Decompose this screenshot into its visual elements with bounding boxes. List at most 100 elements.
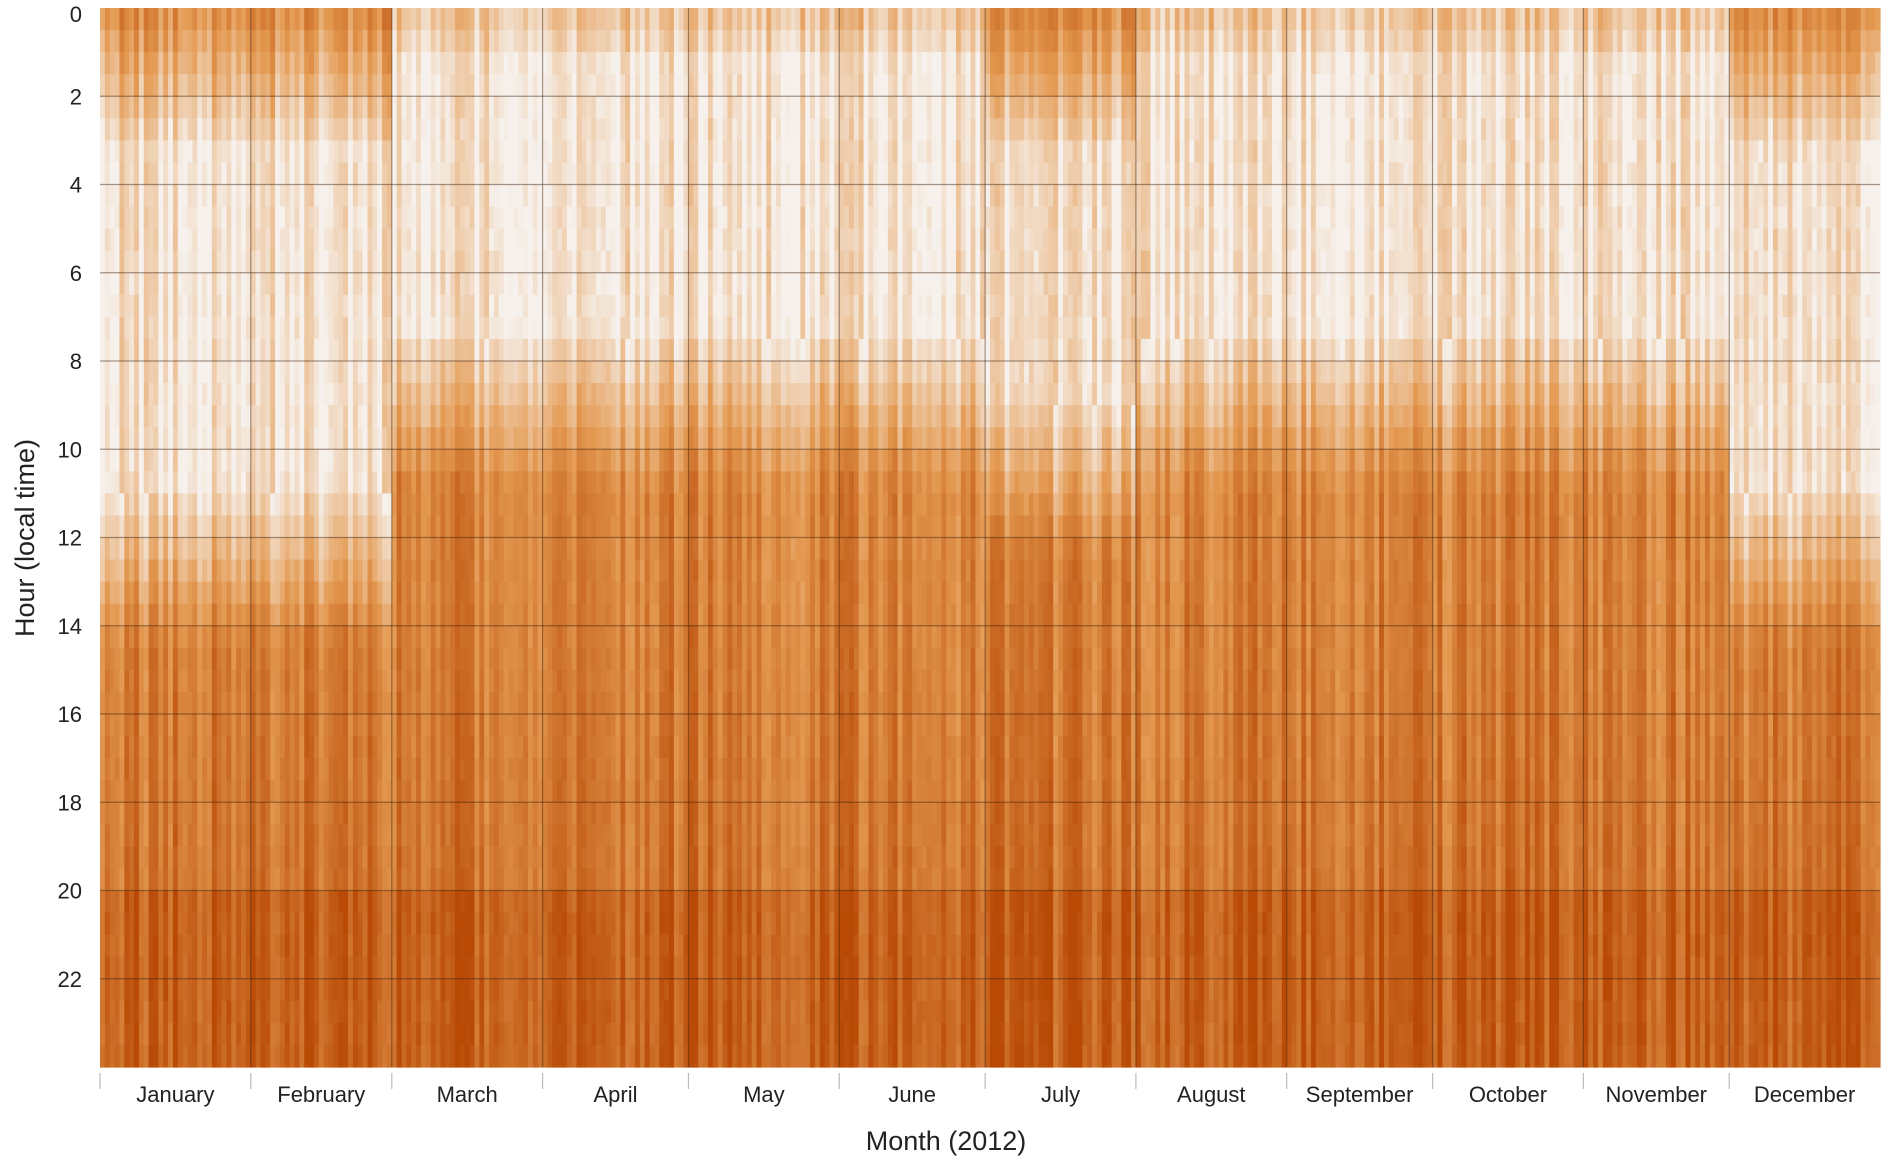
heatmap-cell xyxy=(513,691,519,715)
heatmap-cell xyxy=(221,30,228,53)
heatmap-cell xyxy=(221,1000,228,1024)
heatmap-cell xyxy=(221,912,228,936)
heatmap-cell xyxy=(241,559,247,583)
heatmap-cell xyxy=(197,30,203,53)
heatmap-cell xyxy=(138,912,145,936)
heatmap-cell xyxy=(260,30,266,53)
heatmap-cell xyxy=(216,691,223,715)
heatmap-cell xyxy=(532,846,539,870)
heatmap-cell xyxy=(187,361,193,384)
heatmap-cell xyxy=(484,427,490,450)
heatmap-cell xyxy=(109,559,116,583)
heatmap-cell xyxy=(289,581,296,605)
heatmap-cell xyxy=(299,427,305,450)
heatmap-cell xyxy=(299,956,305,980)
heatmap-cell xyxy=(143,8,150,31)
heatmap-cell xyxy=(523,603,529,627)
heatmap-cell xyxy=(304,361,310,384)
heatmap-cell xyxy=(168,96,174,119)
heatmap-cell xyxy=(571,206,578,230)
heatmap-cell xyxy=(562,383,568,406)
heatmap-cell xyxy=(562,714,568,737)
heatmap-cell xyxy=(474,383,480,406)
heatmap-cell xyxy=(119,184,125,208)
heatmap-cell xyxy=(333,52,339,75)
heatmap-cell xyxy=(245,824,252,847)
heatmap-cell xyxy=(328,515,335,539)
heatmap-cell xyxy=(527,714,534,737)
heatmap-cell xyxy=(542,228,549,252)
heatmap-cell xyxy=(153,824,159,847)
heatmap-cell xyxy=(129,559,135,583)
heatmap-cell xyxy=(216,714,223,737)
heatmap-cell xyxy=(552,140,558,164)
heatmap-cell xyxy=(571,30,578,53)
heatmap-cell xyxy=(109,96,116,119)
heatmap-cell xyxy=(440,1000,446,1024)
heatmap-cell xyxy=(357,559,364,583)
heatmap-cell xyxy=(129,956,135,980)
heatmap-cell xyxy=(250,978,257,1002)
heatmap-cell xyxy=(455,1022,461,1046)
heatmap-cell xyxy=(377,691,383,715)
heatmap-cell xyxy=(484,603,490,627)
heatmap-cell xyxy=(119,647,125,671)
heatmap-cell xyxy=(241,493,247,517)
heatmap-cell xyxy=(206,8,213,31)
heatmap-cell xyxy=(474,780,480,803)
heatmap-cell xyxy=(372,294,378,318)
heatmap-cell xyxy=(571,361,578,384)
heatmap-cell xyxy=(591,140,597,164)
heatmap-cell xyxy=(411,206,417,230)
heatmap-cell xyxy=(348,8,354,31)
heatmap-cell xyxy=(362,846,369,870)
heatmap-cell xyxy=(513,736,519,759)
heatmap-cell xyxy=(352,405,359,428)
heatmap-cell xyxy=(547,603,553,627)
heatmap-cell xyxy=(440,471,446,494)
heatmap-cell xyxy=(362,405,369,428)
heatmap-cell xyxy=(275,647,281,671)
heatmap-cell xyxy=(503,669,510,693)
heatmap-cell xyxy=(172,74,179,97)
heatmap-cell xyxy=(474,824,480,847)
heatmap-cell xyxy=(114,206,121,230)
heatmap-cell xyxy=(304,802,310,825)
heatmap-cell xyxy=(445,647,451,671)
heatmap-cell xyxy=(236,625,242,649)
heatmap-cell xyxy=(391,206,398,230)
heatmap-cell xyxy=(138,515,145,539)
heatmap-cell xyxy=(367,52,373,75)
heatmap-cell xyxy=(109,625,116,649)
heatmap-cell xyxy=(537,802,544,825)
heatmap-cell xyxy=(177,559,184,583)
heatmap-cell xyxy=(104,956,111,980)
heatmap-cell xyxy=(420,427,427,450)
heatmap-cell xyxy=(484,383,490,406)
heatmap-cell xyxy=(411,383,417,406)
heatmap-cell xyxy=(275,868,281,892)
heatmap-cell xyxy=(236,52,242,75)
heatmap-cell xyxy=(508,780,514,803)
heatmap-cell xyxy=(231,714,237,737)
heatmap-cell xyxy=(309,912,315,936)
heatmap-cell xyxy=(104,383,111,406)
heatmap-cell xyxy=(236,824,242,847)
heatmap-cell xyxy=(323,802,330,825)
heatmap-cell xyxy=(318,52,325,75)
heatmap-cell xyxy=(362,30,369,53)
heatmap-cell xyxy=(313,780,320,803)
heatmap-cell xyxy=(226,978,232,1002)
heatmap-cell xyxy=(493,162,500,186)
heatmap-cell xyxy=(275,383,281,406)
heatmap-cell xyxy=(313,206,320,230)
heatmap-cell xyxy=(474,736,480,759)
heatmap-cell xyxy=(284,294,291,318)
heatmap-cell xyxy=(508,669,514,693)
heatmap-cell xyxy=(425,846,432,870)
heatmap-cell xyxy=(523,118,529,141)
heatmap-cell xyxy=(562,956,568,980)
heatmap-cell xyxy=(566,1044,573,1068)
heatmap-cell xyxy=(299,1000,305,1024)
heatmap-cell xyxy=(328,669,335,693)
